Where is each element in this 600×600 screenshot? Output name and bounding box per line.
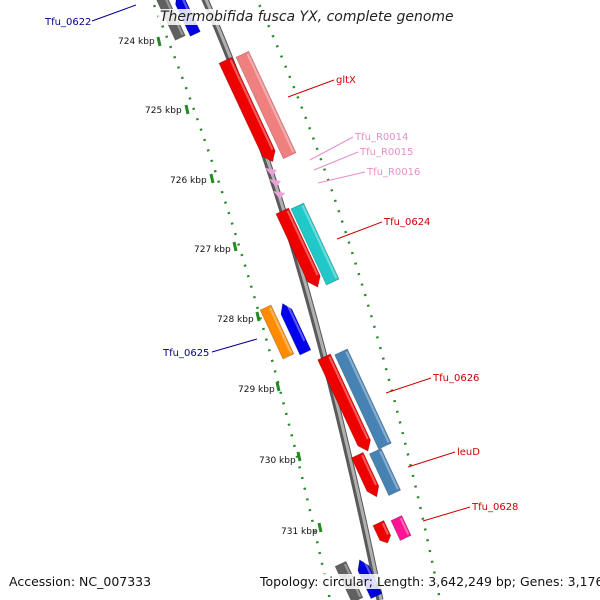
tick-label: 728 kbp — [217, 315, 254, 325]
tick-mark — [275, 381, 281, 392]
topology-value: circular; — [322, 574, 373, 589]
gene-label-leader — [317, 171, 366, 184]
tfu0625-feature — [259, 304, 295, 360]
tick-mark — [184, 104, 190, 115]
gene-label: gltX — [336, 75, 356, 86]
tfu0628-feature-shape — [390, 515, 412, 541]
tfu0628-cds — [372, 520, 392, 544]
tfu0624-cds-highlight — [286, 210, 319, 276]
leud-feature — [368, 447, 402, 497]
tfu0626-feature — [334, 348, 392, 450]
gene-label: Tfu_0625 — [162, 348, 209, 359]
gene-label: Tfu_0624 — [383, 217, 430, 228]
rna-gene-2 — [269, 179, 281, 187]
tfu0628-feature-highlight — [399, 517, 410, 535]
gltx-feature-shape — [235, 50, 297, 160]
tick-label: 729 kbp — [238, 385, 275, 395]
tfu0624-cds-shape — [275, 207, 321, 288]
leud-cds — [350, 451, 380, 498]
accession-label: Accession: — [9, 574, 76, 589]
leud-cds-highlight — [361, 454, 378, 486]
leud-cds-shape — [350, 451, 380, 498]
gene-label-leader — [309, 136, 354, 161]
tfu0625-cds — [280, 302, 312, 356]
tfu0628-cds-highlight — [381, 522, 390, 535]
gene-label: Tfu_0626 — [432, 373, 479, 384]
gltx-feature-highlight — [246, 53, 295, 153]
gene-label-leader — [407, 451, 456, 468]
gene-label: Tfu_R0014 — [354, 132, 408, 143]
tfu0626-cds — [317, 353, 371, 452]
tick-mark — [296, 451, 302, 462]
gene-label-leader — [91, 4, 137, 22]
tick-mark — [232, 241, 238, 252]
gltx-feature — [235, 50, 297, 160]
tick-label: 727 kbp — [194, 245, 231, 255]
accession-value: NC_007333 — [79, 574, 152, 589]
tick-label: 724 kbp — [118, 37, 155, 47]
tfu0626-cds-highlight — [328, 356, 369, 440]
tick-mark — [209, 173, 215, 184]
genes-value: 3,176 — [567, 574, 600, 589]
gltx-cds-shape — [218, 56, 276, 163]
genes-label: Genes: — [519, 574, 564, 589]
gene-label-leader — [336, 221, 383, 240]
tick-label: 730 kbp — [259, 456, 296, 466]
tfu0625-feature-highlight — [268, 307, 293, 354]
tick-label: 731 kbp — [281, 527, 318, 537]
topology-label: Topology: — [260, 574, 319, 589]
tfu0625-cds-shape — [280, 302, 312, 356]
tfu0624-feature — [290, 202, 340, 286]
tfu0624-cds — [275, 207, 321, 288]
tick-label: 726 kbp — [170, 176, 207, 186]
leud-feature-highlight — [379, 450, 399, 490]
tfu0626-cds-shape — [317, 353, 371, 452]
footer-summary: Topology: circular; Length: 3,642,249 bp… — [260, 574, 600, 589]
backbone-outline — [201, 0, 384, 600]
gltx-cds-highlight — [229, 59, 274, 151]
tfu0624-feature-shape — [290, 202, 340, 286]
footer-accession: Accession: NC_007333 — [9, 574, 152, 589]
rna-gene-3 — [273, 191, 285, 199]
tick-mark — [317, 522, 323, 533]
tfu0625-feature-shape — [259, 304, 295, 360]
tick-label: 725 kbp — [145, 106, 182, 116]
tick-mark — [255, 311, 261, 322]
length-label: Length: — [376, 574, 425, 589]
gene-label: Tfu_0628 — [471, 502, 518, 513]
tfu0628-cds-shape — [372, 520, 392, 544]
gene-label-leader — [211, 338, 258, 353]
gene-label-leader — [422, 506, 471, 522]
tfu0624-feature-highlight — [301, 205, 338, 279]
rna-gene-1 — [265, 168, 277, 176]
length-value: 3,642,249 bp; — [428, 574, 516, 589]
gene-label: Tfu_R0016 — [366, 167, 420, 178]
tick-ring-right — [255, 0, 442, 600]
tfu0626-feature-shape — [334, 348, 392, 450]
tick-mark — [156, 36, 162, 47]
gene-label-leader — [313, 151, 359, 171]
map-title: Thermobifida fusca YX, complete genome — [158, 9, 456, 25]
gltx-cds — [218, 56, 276, 163]
gene-label-leader — [385, 377, 432, 394]
gene-label-leader — [287, 79, 335, 98]
gene-label: Tfu_0622 — [44, 17, 91, 28]
tfu0628-feature — [390, 515, 412, 541]
backbone-highlight — [204, 0, 383, 600]
tfu0626-feature-highlight — [345, 351, 390, 443]
leud-feature-shape — [368, 447, 402, 497]
tfu0625-cds-highlight — [285, 303, 306, 342]
gene-label: leuD — [457, 447, 480, 458]
gene-label: Tfu_R0015 — [359, 147, 413, 158]
